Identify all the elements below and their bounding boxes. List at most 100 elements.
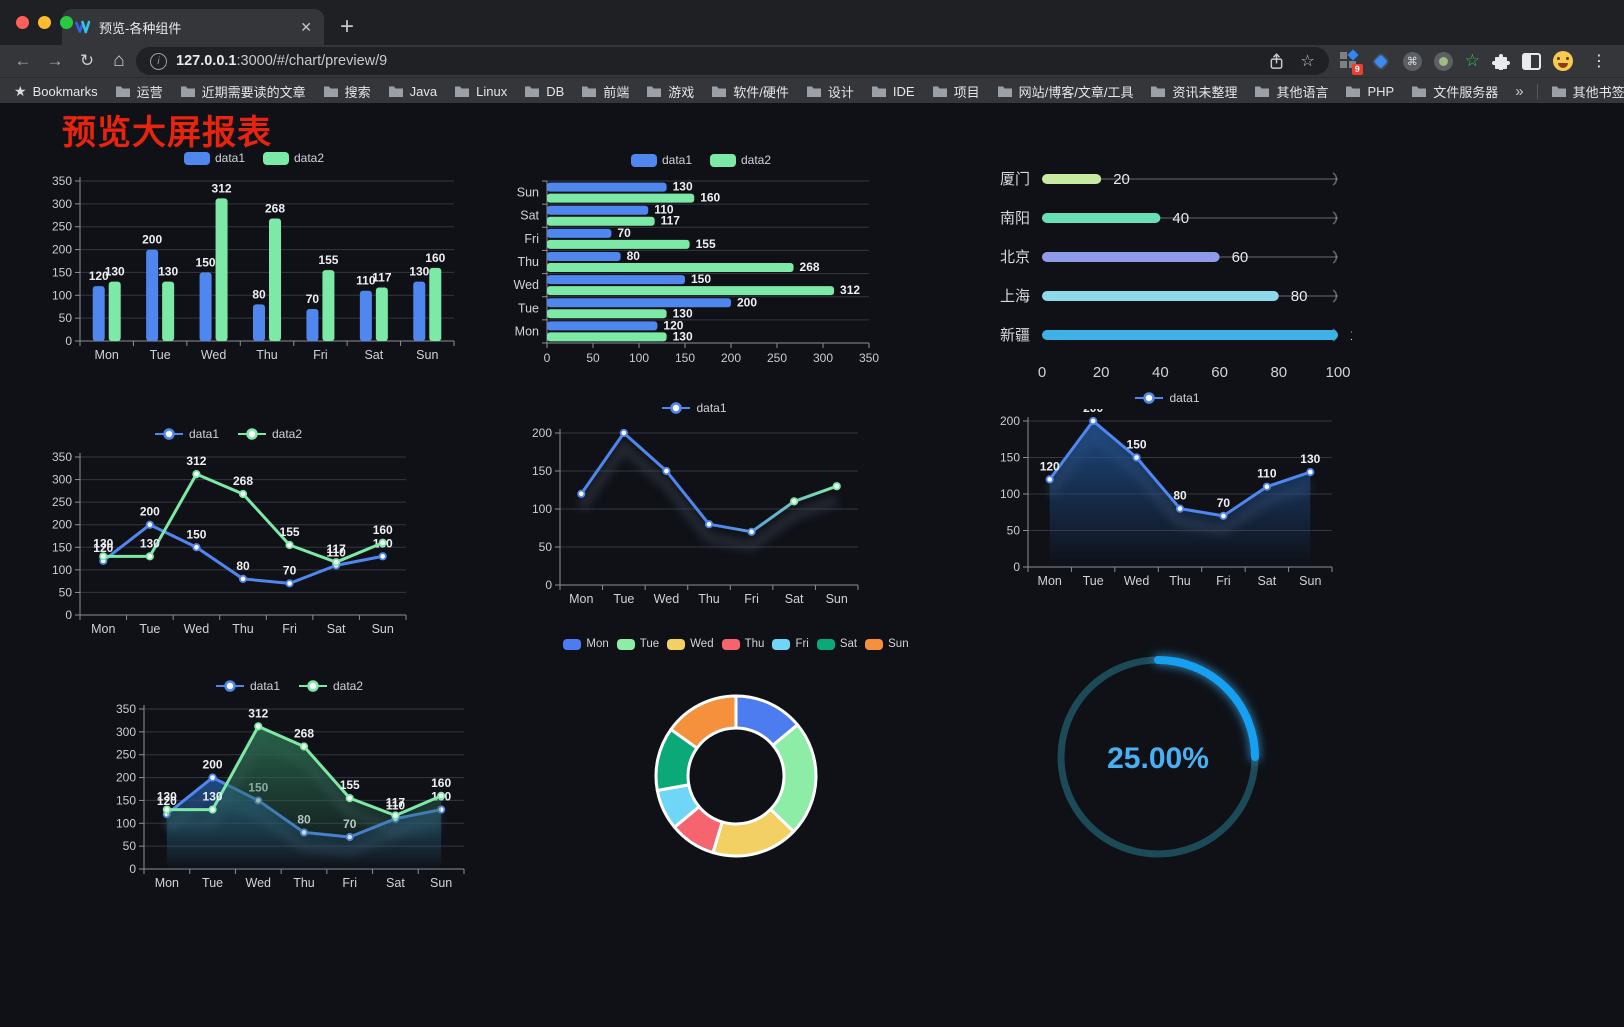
svg-text:Thu: Thu [1169, 574, 1191, 588]
svg-text:155: 155 [340, 778, 360, 792]
legend-item-data1[interactable]: data1 [630, 153, 692, 167]
chart-canvas-line-two-series[interactable]: 0 50 100 150 200 250 300 350 Mon Tue Wed Thu Fri Sat S… [36, 445, 420, 645]
bookmark-folder[interactable]: 资讯未整理 [1150, 82, 1237, 101]
svg-text:100: 100 [532, 502, 552, 516]
bookmark-folder[interactable]: 搜索 [323, 82, 371, 101]
reload-icon[interactable]: ↻ [79, 51, 95, 70]
share-icon[interactable] [1269, 52, 1284, 70]
legend-item-Wed[interactable]: Wed [667, 638, 714, 650]
bookmark-folder[interactable]: 游戏 [646, 82, 694, 101]
bookmarks-manager[interactable]: ★ Bookmarks [14, 83, 98, 100]
svg-text:Thu: Thu [517, 255, 539, 269]
folder-icon [871, 86, 886, 97]
svg-text:200: 200 [52, 243, 72, 257]
bookmark-folder[interactable]: Linux [454, 82, 507, 101]
svg-text:117: 117 [661, 214, 681, 228]
svg-text:南阳: 南阳 [1000, 210, 1030, 227]
chart-canvas-donut[interactable] [542, 655, 930, 885]
side-panel-icon[interactable] [1522, 52, 1541, 70]
browser-toolbar: ← → ↻ ⌂ i 127.0.0.1:3000/#/chart/preview… [0, 45, 1624, 77]
legend-item-Tue[interactable]: Tue [616, 638, 659, 650]
legend-item-data2[interactable]: data2 [263, 151, 324, 165]
bookmark-folder[interactable]: 设计 [806, 82, 854, 101]
chart-canvas-area-single[interactable]: 0 50 100 150 200 Mon Tue Wed Thu Fri Sat Sun 120 200 1… [986, 409, 1348, 597]
close-window-button[interactable] [16, 16, 29, 29]
svg-text:Tue: Tue [150, 348, 171, 362]
folder-icon [455, 86, 470, 97]
legend-marker [667, 638, 686, 650]
chart-canvas-progress-list[interactable]: 厦门 20 南阳 40 北京 60 上海 80 新疆 100 0 20 40 60 80 100 [986, 155, 1352, 387]
legend-item-data1[interactable]: data1 [183, 151, 245, 165]
bookmark-folder[interactable]: Java [388, 82, 437, 101]
svg-text:130: 130 [409, 265, 429, 279]
legend-item-data1[interactable]: data1 [154, 427, 219, 441]
legend-item-data1[interactable]: data1 [661, 401, 727, 415]
bookmark-folder[interactable]: 项目 [932, 82, 980, 101]
bookmark-folder[interactable]: 网站/博客/文章/工具 [997, 82, 1133, 101]
legend-item-Fri[interactable]: Fri [772, 638, 809, 650]
bookmark-folder[interactable]: 运营 [115, 82, 163, 101]
legend-item-Thu[interactable]: Thu [721, 638, 764, 650]
tab-close-icon[interactable]: ✕ [300, 18, 312, 35]
legend-item-data2[interactable]: data2 [710, 153, 771, 167]
home-icon[interactable]: ⌂ [113, 50, 125, 71]
browser-menu-button[interactable]: ⋮ [1591, 53, 1608, 70]
chart-canvas-gauge[interactable]: 25.00% [1038, 641, 1278, 873]
zoom-window-button[interactable] [60, 16, 73, 29]
back-icon[interactable]: ← [14, 51, 32, 70]
minimize-window-button[interactable] [38, 16, 51, 29]
forward-icon[interactable]: → [46, 51, 64, 70]
bookmark-folder[interactable]: IDE [871, 82, 915, 101]
extension-icon-command[interactable]: ⌘ [1402, 51, 1422, 71]
extensions-menu-icon[interactable] [1492, 52, 1510, 70]
chart-canvas-area-two[interactable]: 0 50 100 150 200 250 300 350 Mon Tue Wed Thu Fri Sat S… [100, 697, 478, 899]
legend-label: Wed [690, 638, 714, 650]
chart-canvas-bar-vertical[interactable]: 0 50 100 150 200 250 300 350 Mon Tue Wed Thu Fri Sat S… [38, 169, 470, 371]
bookmark-folder[interactable]: 近期需要读的文章 [180, 82, 306, 101]
svg-text:Mon: Mon [569, 592, 593, 606]
chart-line-gradient: data1 0 50 100 150 200 Mon Tue Wed Thu Fri Sat Sun [518, 397, 870, 619]
legend-item-Sun[interactable]: Sun [865, 638, 909, 650]
legend-item-Mon[interactable]: Mon [563, 638, 609, 650]
chart-canvas-line-gradient[interactable]: 0 50 100 150 200 Mon Tue Wed Thu Fri Sat Sun [518, 419, 870, 619]
address-bar[interactable]: i 127.0.0.1:3000/#/chart/preview/9 ☆ [136, 47, 1329, 75]
svg-text:新疆: 新疆 [1000, 327, 1030, 344]
legend-item-data1[interactable]: data1 [1134, 391, 1200, 405]
page-info-icon[interactable]: i [150, 52, 167, 70]
bookmark-star-icon[interactable]: ☆ [1300, 53, 1315, 70]
svg-text:350: 350 [52, 450, 72, 464]
legend-item-data2[interactable]: data2 [237, 427, 302, 441]
svg-text:160: 160 [431, 776, 451, 790]
extension-icon-star[interactable]: ☆ [1464, 51, 1480, 70]
legend-label: data2 [741, 153, 772, 167]
extension-icon-recorder[interactable] [1433, 51, 1453, 71]
chart-donut: Mon Tue Wed Thu Fri Sat Sun [542, 633, 930, 885]
svg-text:200: 200 [1083, 409, 1103, 415]
extension-icon-gem[interactable]: ◆ [1374, 51, 1388, 70]
bookmarks-overflow-icon[interactable]: » [1515, 82, 1524, 100]
bookmark-folder[interactable]: 其他语言 [1254, 82, 1328, 101]
new-tab-button[interactable]: + [339, 13, 354, 40]
legend-item-Sat[interactable]: Sat [816, 638, 857, 650]
browser-tab[interactable]: 预览-各种组件 ✕ [62, 9, 324, 45]
bookmark-folder[interactable]: 文件服务器 [1411, 82, 1498, 101]
svg-text:Mon: Mon [95, 348, 119, 362]
svg-text:Sat: Sat [520, 209, 539, 223]
svg-text:100: 100 [1350, 327, 1352, 344]
url-path: :3000/#/chart/preview/9 [236, 53, 388, 69]
legend-item-data1[interactable]: data1 [215, 679, 280, 693]
chart-area-single: data1 0 50 100 150 200 Mon Tue Wed Thu Fri Sat Sun 12… [986, 387, 1348, 597]
extension-icon-grid-badge[interactable]: 9 [1339, 49, 1363, 75]
legend-item-data2[interactable]: data2 [298, 679, 363, 693]
svg-text:Wed: Wed [201, 348, 227, 362]
bookmark-folder[interactable]: DB [524, 82, 564, 101]
other-bookmarks-folder[interactable]: 其他书签 [1551, 82, 1624, 101]
legend-label: data1 [214, 151, 245, 165]
bookmark-folder[interactable]: 前端 [581, 82, 629, 101]
svg-text:0: 0 [545, 578, 552, 592]
bookmark-folder[interactable]: PHP [1345, 82, 1394, 101]
bookmark-folder[interactable]: 软件/硬件 [711, 82, 789, 101]
chart-progress-list: 厦门 20 南阳 40 北京 60 上海 80 新疆 100 0 20 40 60 80 100 [986, 155, 1352, 387]
profile-avatar[interactable] [1553, 51, 1573, 71]
